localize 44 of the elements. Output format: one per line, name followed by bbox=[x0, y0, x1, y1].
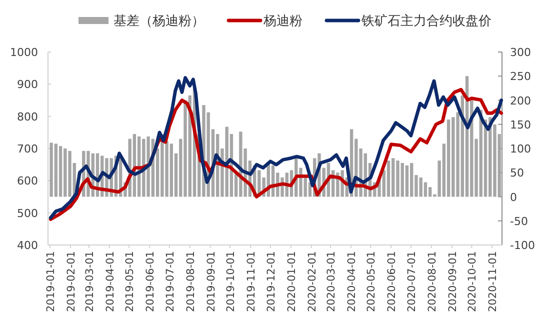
x-tick-label: 2019-08-01 bbox=[184, 251, 197, 312]
x-tick-label: 2019-12-01 bbox=[265, 251, 278, 312]
legend-label: 基差（杨迪粉） bbox=[114, 14, 204, 29]
x-tick-label: 2019-01-01 bbox=[44, 251, 57, 312]
x-tick-label: 2020-01-01 bbox=[286, 251, 298, 312]
y2-tick-label: 150 bbox=[510, 118, 531, 132]
y-tick-label: 800 bbox=[17, 110, 38, 124]
x-tick-label: 2019-04-01 bbox=[104, 251, 116, 312]
bar bbox=[386, 160, 390, 197]
bar bbox=[405, 165, 409, 197]
y-tick-label: 1000 bbox=[10, 46, 38, 59]
y-tick-label: 400 bbox=[17, 239, 38, 252]
y2-tick-label: -50 bbox=[510, 214, 528, 228]
legend-label: 铁矿石主力合约收盘价 bbox=[360, 13, 492, 29]
x-tick-label: 2019-03-01 bbox=[84, 251, 96, 312]
y2-tick-label: 250 bbox=[510, 70, 531, 84]
y2-tick-label: 50 bbox=[510, 166, 524, 180]
y2-tick-label: 200 bbox=[510, 94, 531, 108]
x-tick-label: 2019-10-01 bbox=[225, 251, 238, 312]
y2-tick-label: 300 bbox=[510, 46, 531, 59]
x-tick-label: 2020-11-01 bbox=[487, 251, 500, 312]
x-tick-label: 2019-09-01 bbox=[205, 251, 218, 312]
x-tick-label: 2020-08-01 bbox=[426, 251, 438, 312]
y-tick-label: 900 bbox=[17, 78, 38, 92]
x-tick-label: 2020-05-01 bbox=[366, 251, 378, 312]
x-tick-label: 2020-06-01 bbox=[386, 251, 398, 312]
x-tick-label: 2020-04-01 bbox=[346, 251, 358, 312]
x-tick-label: 2019-05-01 bbox=[124, 251, 136, 312]
x-tick-label: 2019-06-01 bbox=[144, 251, 157, 312]
x-tick-label: 2020-09-01 bbox=[446, 251, 459, 312]
y-tick-label: 700 bbox=[17, 142, 38, 156]
x-tick-label: 2020-07-01 bbox=[406, 251, 418, 312]
x-tick-label: 2019-02-01 bbox=[65, 251, 78, 312]
legend-label: 杨迪粉 bbox=[262, 14, 302, 29]
y2-tick-label: 100 bbox=[510, 142, 531, 156]
y-tick-label: 500 bbox=[17, 206, 38, 220]
x-tick-label: 2019-07-01 bbox=[164, 251, 176, 312]
x-tick-label: 2020-03-01 bbox=[325, 251, 338, 312]
y-tick-label: 600 bbox=[17, 174, 38, 188]
y2-tick-label: -100 bbox=[510, 239, 535, 252]
x-tick-label: 2020-02-01 bbox=[306, 251, 318, 312]
x-tick-label: 2019-11-01 bbox=[246, 251, 258, 312]
y2-tick-label: 0 bbox=[510, 190, 517, 204]
x-tick-label: 2020-10-01 bbox=[466, 251, 479, 312]
